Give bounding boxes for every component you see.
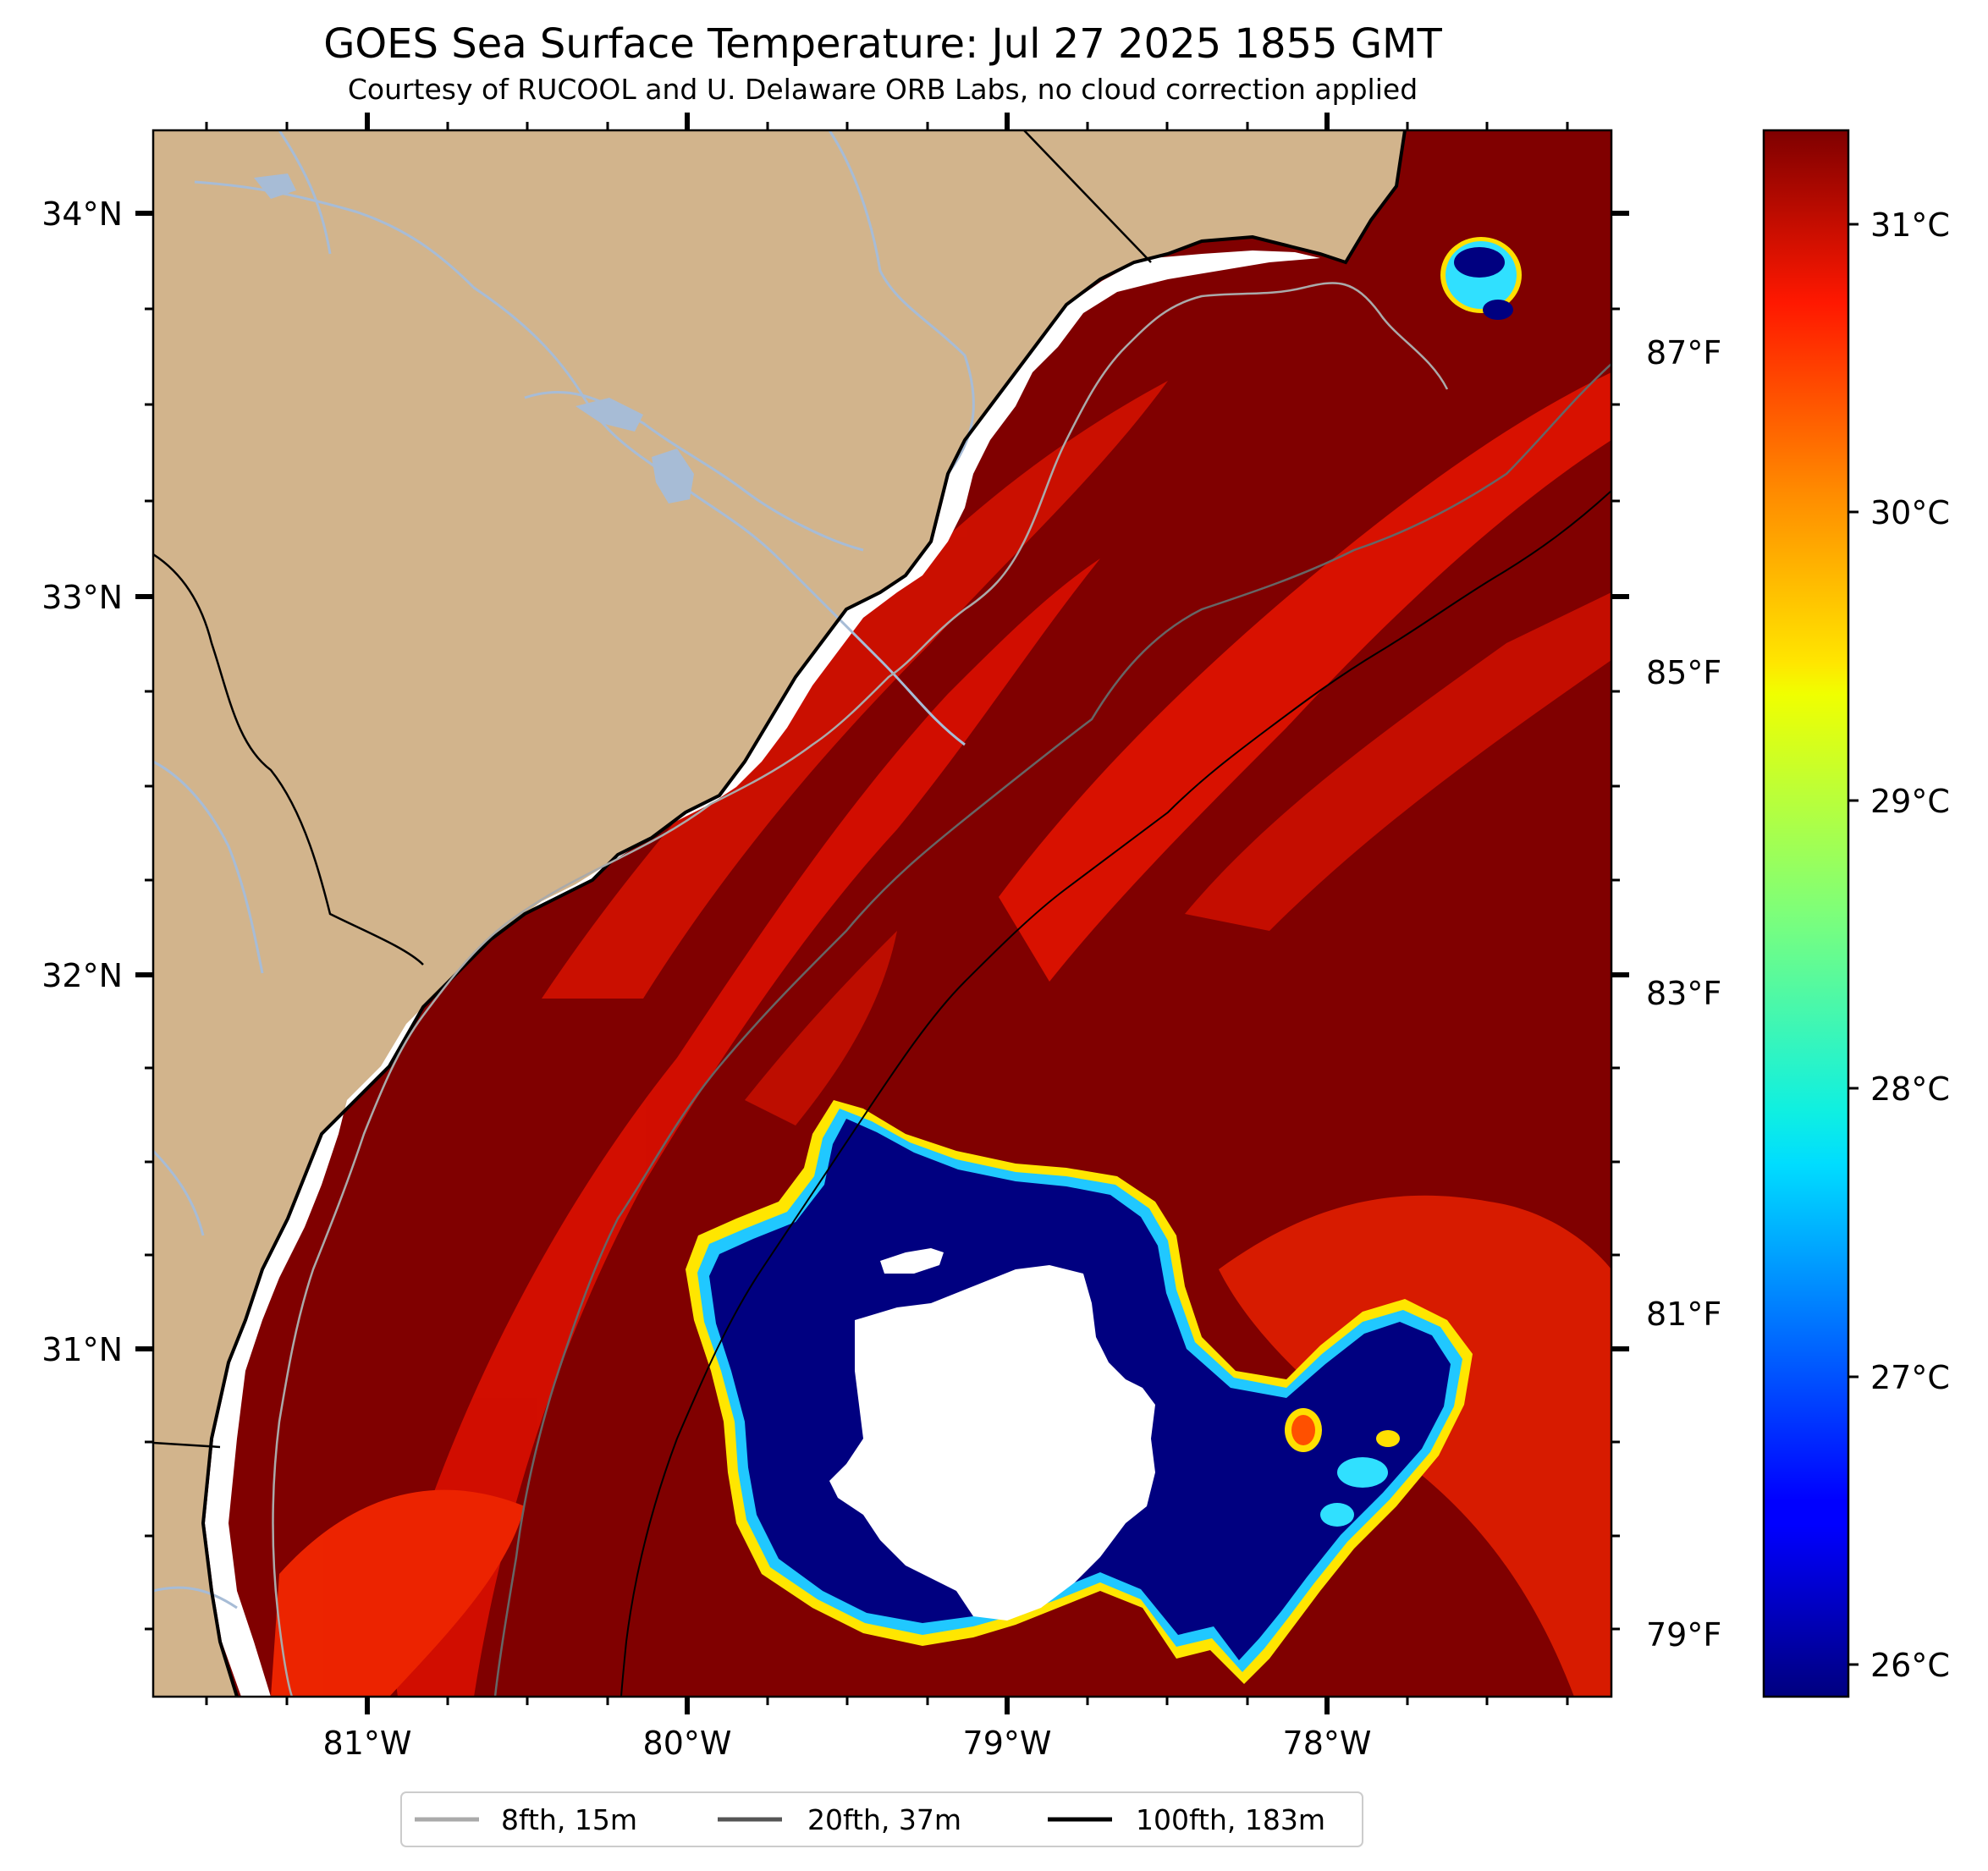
lat-label: 33°N: [41, 579, 123, 616]
legend-label: 8fth, 15m: [501, 1803, 637, 1836]
colorbar-label: 29°C: [1870, 783, 1950, 820]
cloud-mask-small: [880, 1248, 944, 1274]
lat-label: 31°N: [41, 1331, 123, 1368]
colorbar-label: 30°C: [1870, 494, 1950, 531]
legend-box: [400, 1791, 1363, 1847]
map-panel: [153, 130, 1611, 1697]
land-area: [153, 130, 1405, 1697]
fahrenheit-label: 81°F: [1646, 1296, 1721, 1333]
lat-label: 32°N: [41, 957, 123, 994]
fahrenheit-label: 79°F: [1646, 1616, 1721, 1654]
isobath-8fth: [272, 282, 1449, 1697]
colorbar-label: 27°C: [1870, 1359, 1950, 1396]
cold-spot-north: [1440, 237, 1522, 320]
legend-label: 20fth, 37m: [807, 1803, 961, 1836]
colorbar-ticks: [1848, 223, 1859, 1666]
map-ticks: [135, 113, 1629, 1714]
fahrenheit-label: 87°F: [1646, 334, 1721, 371]
lon-label: 79°W: [963, 1725, 1052, 1762]
chart-subtitle: Courtesy of RUCOOL and U. Delaware ORB L…: [348, 73, 1418, 106]
coastline: [201, 130, 1407, 1697]
colorbar: [1762, 129, 1850, 1698]
fahrenheit-label: 85°F: [1646, 654, 1721, 691]
cloud-mask-central: [829, 1265, 1155, 1621]
rivers: [153, 130, 975, 1610]
map-frame: [151, 129, 1613, 1698]
lon-label: 78°W: [1283, 1725, 1372, 1762]
lon-label: 81°W: [323, 1725, 412, 1762]
legend-label: 100fth, 183m: [1136, 1803, 1325, 1836]
isobath-20fth: [493, 363, 1611, 1697]
lakes: [254, 173, 694, 504]
legend: 8fth, 15m 20fth, 37m 100fth, 183m: [400, 1791, 1363, 1847]
chart-title: GOES Sea Surface Temperature: Jul 27 202…: [323, 20, 1442, 68]
fahrenheit-label: 83°F: [1646, 975, 1721, 1012]
state-borders: [153, 130, 1152, 1449]
colorbar-label: 26°C: [1870, 1647, 1950, 1684]
isobath-100fth: [620, 490, 1611, 1697]
lat-label: 34°N: [41, 195, 123, 233]
map-minor-ticks: [145, 122, 1620, 1705]
colorbar-label: 28°C: [1870, 1070, 1950, 1108]
colorbar-label: 31°C: [1870, 206, 1950, 244]
lon-label: 80°W: [643, 1725, 732, 1762]
